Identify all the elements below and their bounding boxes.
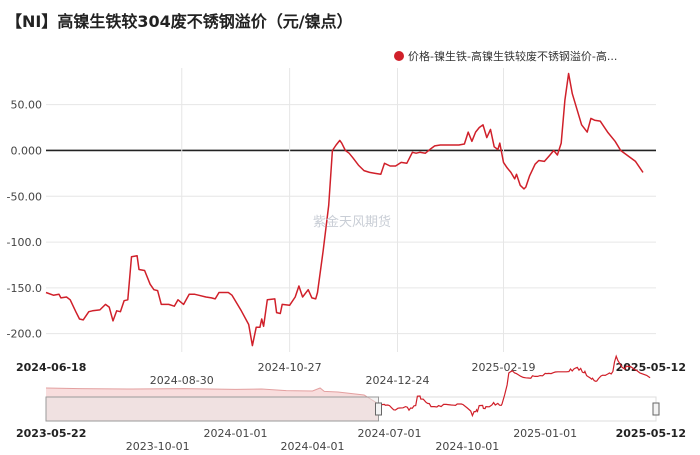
navigator-tick-label: 2023-05-22 (16, 427, 86, 440)
navigator-tick-label: 2023-10-01 (126, 440, 190, 453)
legend[interactable]: 价格-镍生铁-高镍生铁较废不锈钢溢价-高... (394, 49, 617, 63)
navigator-tick-label: 2024-07-01 (358, 427, 422, 440)
navigator-right-handle[interactable] (652, 402, 660, 416)
navigator-tick-label: 2025-05-12 (616, 427, 686, 440)
x-tick-label: 2024-08-30 (150, 374, 214, 387)
series-line (45, 72, 644, 347)
x-tick-label: 2024-06-18 (16, 361, 86, 374)
navigator-series-line (378, 354, 651, 418)
range-navigator[interactable]: 2023-05-22 2023-10-01 2024-01-01 2024-04-01… (16, 354, 686, 453)
navigator-unselected-mask (45, 396, 379, 422)
y-tick-label: 50.00 (11, 99, 43, 112)
y-tick-label: 0.000 (11, 144, 43, 157)
navigator-axis-ticks: 2023-05-22 2023-10-01 2024-01-01 2024-04-01… (16, 427, 686, 453)
x-tick-label: 2025-05-12 (616, 361, 686, 374)
navigator-tick-label: 2024-04-01 (281, 440, 345, 453)
navigator-history-line (45, 387, 379, 405)
chart-title: 【NI】高镍生铁较304废不锈钢溢价（元/镍点） (6, 12, 353, 31)
navigator-history-area (46, 388, 379, 421)
navigator-tick-label: 2024-10-01 (435, 440, 499, 453)
series-layer (45, 72, 644, 347)
y-tick-label: -200.0 (7, 328, 42, 341)
legend-marker (394, 51, 404, 61)
y-axis-ticks: 50.00 0.000 -50.00 -100.0 -150.0 -200.0 (7, 99, 42, 341)
x-tick-label: 2025-02-19 (472, 361, 536, 374)
y-tick-label: -50.00 (7, 190, 42, 203)
navigator-tick-label: 2024-01-01 (204, 427, 268, 440)
x-tick-label: 2024-12-24 (366, 374, 430, 387)
navigator-tick-label: 2025-01-01 (513, 427, 577, 440)
watermark: 紫金天风期货 (313, 214, 391, 230)
legend-label: 价格-镍生铁-高镍生铁较废不锈钢溢价-高... (408, 49, 617, 63)
y-tick-label: -100.0 (7, 236, 42, 249)
x-tick-label: 2024-10-27 (258, 361, 322, 374)
grid-lines (46, 68, 656, 352)
y-tick-label: -150.0 (7, 282, 42, 295)
navigator-left-handle[interactable] (375, 402, 382, 416)
x-axis-ticks: 2024-06-18 2024-08-30 2024-10-27 2024-12-24… (16, 361, 686, 387)
